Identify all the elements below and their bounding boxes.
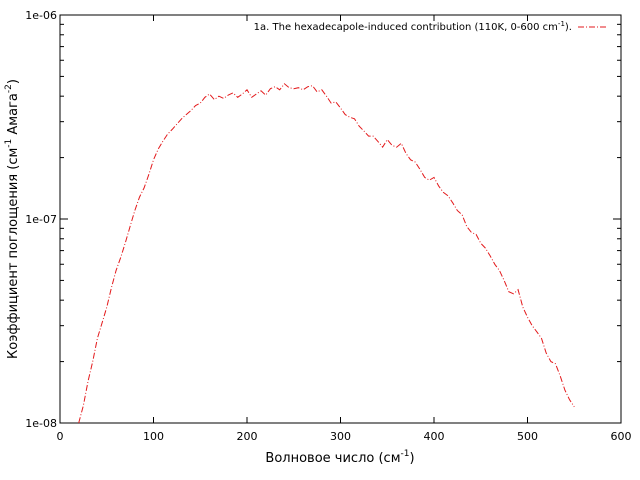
legend: 1a. The hexadecapole-induced contributio… [254, 20, 608, 33]
series-layer [78, 83, 575, 424]
y-tick-label: 1e-07 [25, 213, 57, 226]
x-tick-label: 400 [424, 430, 445, 443]
x-tick-label: 200 [237, 430, 258, 443]
x-tick-label: 0 [57, 430, 64, 443]
x-axis-title: Волновое число (см-1) [265, 449, 414, 466]
y-tick-label: 1e-08 [25, 417, 57, 430]
x-tick-label: 500 [517, 430, 538, 443]
x-tick-label: 300 [330, 430, 351, 443]
y-tick-label: 1e-06 [25, 9, 57, 22]
series-line [78, 83, 575, 424]
plot-frame [59, 14, 622, 424]
y-axis-title: Коэффициент поглощения (см-1 Амага-2) [4, 79, 21, 359]
axis-ticks: 0 100 200 300 400 500 600 1e-08 1e-07 1e-06 [25, 9, 631, 443]
x-tick-label: 100 [143, 430, 164, 443]
legend-label: 1a. The hexadecapole-induced contributio… [254, 20, 572, 33]
x-tick-label: 600 [611, 430, 632, 443]
